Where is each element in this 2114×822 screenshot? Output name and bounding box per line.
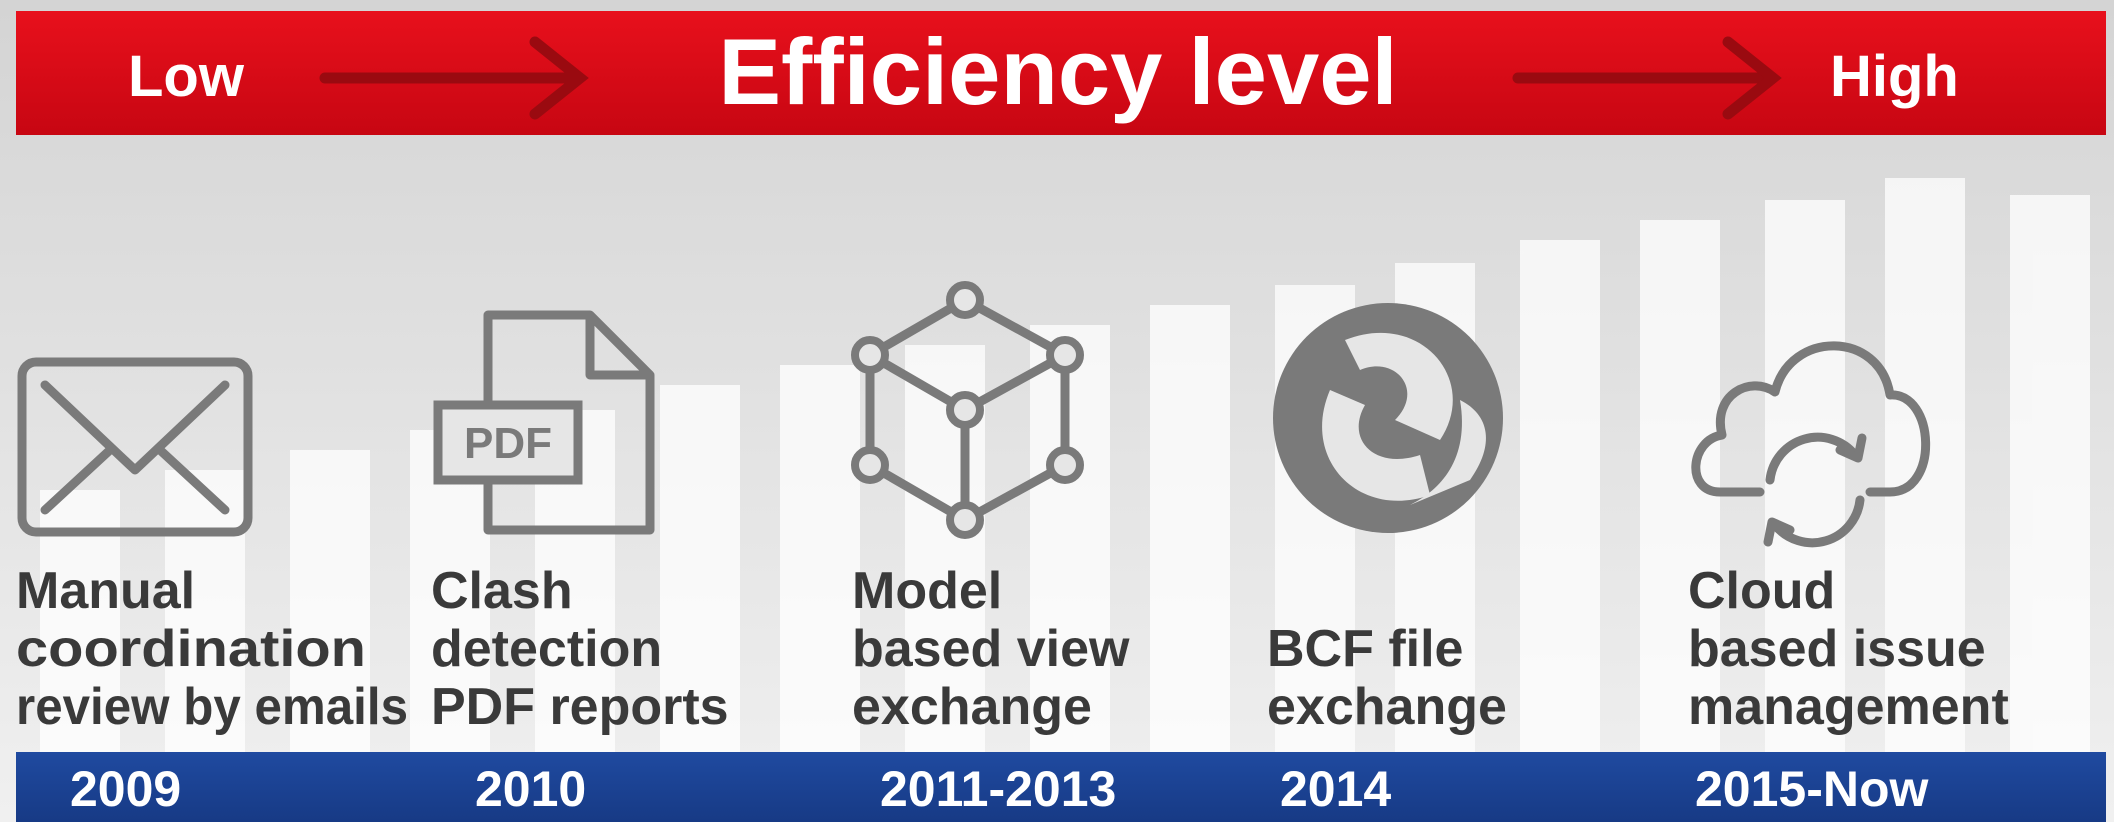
- year-label: 2015-Now: [1695, 761, 1929, 817]
- low-label: Low: [128, 44, 245, 109]
- year-label: 2011-2013: [880, 761, 1116, 817]
- stage-label: based view: [852, 620, 1130, 678]
- page: {"header": {"low": "Low", "title": "Effi…: [0, 0, 2114, 822]
- stage-label: Manual: [16, 562, 195, 620]
- year-label: 2009: [70, 761, 181, 817]
- stage-label: Clash: [431, 562, 573, 620]
- stage-label: management: [1688, 678, 2009, 736]
- stage-label: detection: [431, 620, 662, 678]
- stage-label: based issue: [1688, 620, 1986, 678]
- stage-label: review by emails: [16, 678, 408, 736]
- year-label: 2014: [1280, 761, 1391, 817]
- stage-label: PDF reports: [431, 678, 729, 736]
- header-title: Efficiency level: [718, 19, 1397, 124]
- infographic: Low Efficiency level High PDF: [0, 0, 2114, 822]
- high-label: High: [1830, 44, 1959, 109]
- year-label: 2010: [475, 761, 586, 817]
- stage-label: exchange: [852, 678, 1092, 736]
- pdf-icon-text: PDF: [464, 419, 552, 468]
- bcf-icon: [1273, 303, 1503, 533]
- stage-label: BCF file: [1267, 620, 1463, 678]
- stage-label: exchange: [1267, 678, 1507, 736]
- stage-label: coordination: [16, 620, 366, 678]
- stage-label: Cloud: [1688, 562, 1835, 620]
- stage-label: Model: [852, 562, 1002, 620]
